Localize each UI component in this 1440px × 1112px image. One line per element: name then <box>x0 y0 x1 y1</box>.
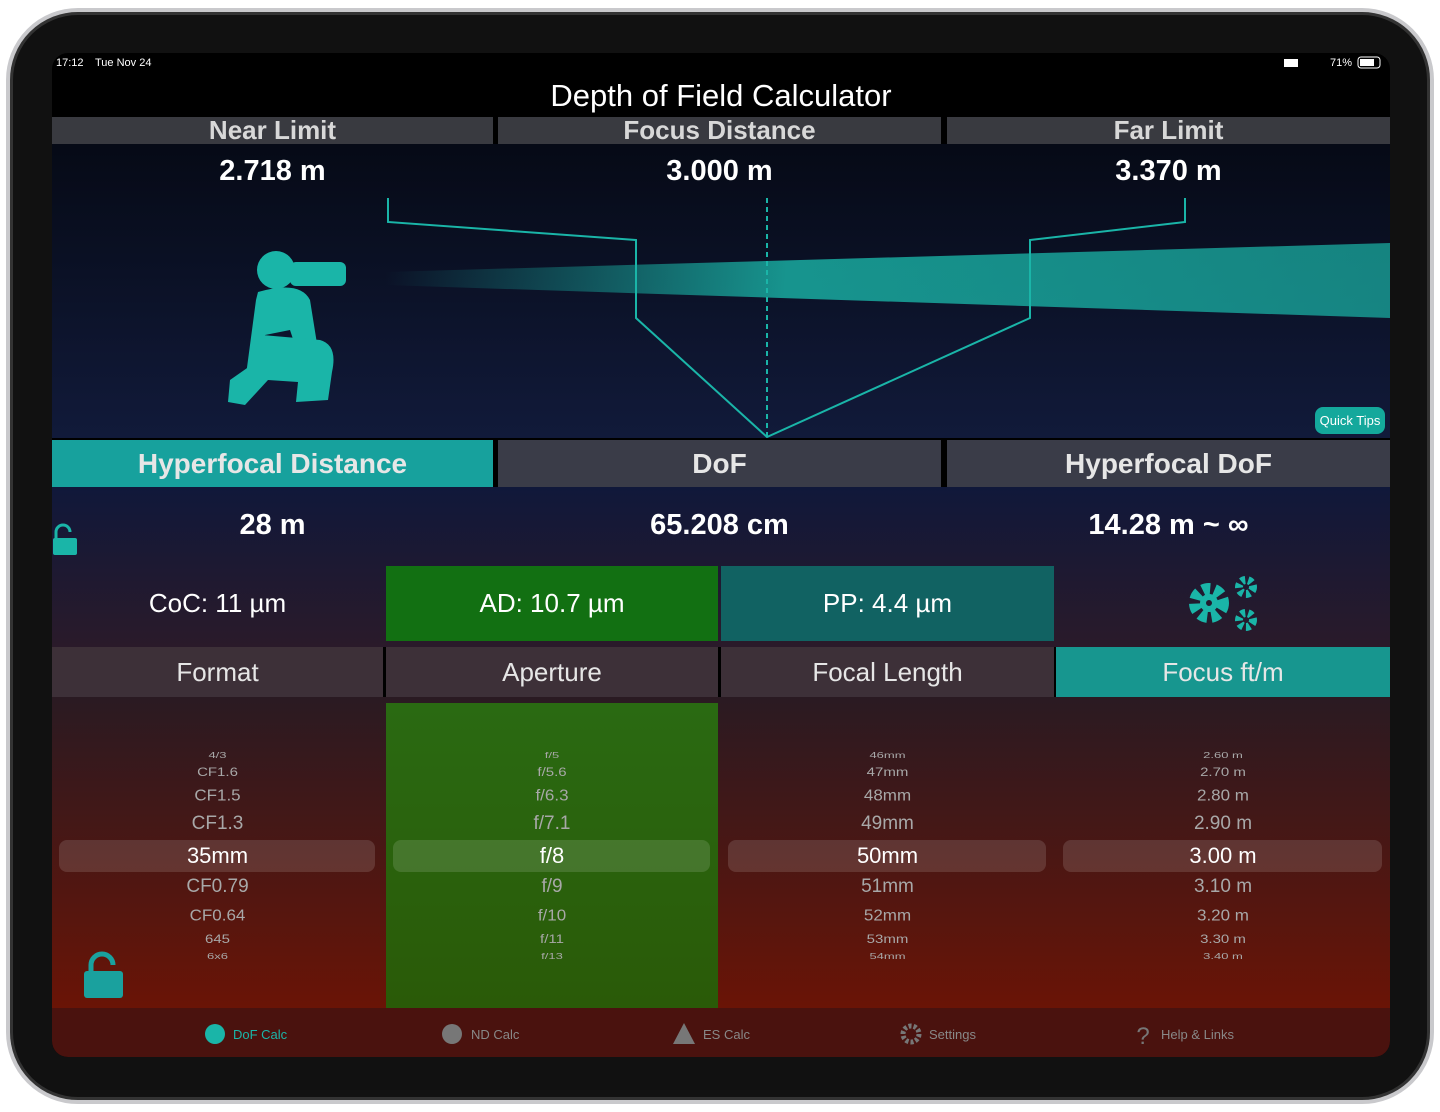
result-value: 14.28 m ~ ∞ <box>1088 508 1249 541</box>
tab-bar-item[interactable]: DoF Calc <box>233 1026 288 1042</box>
signal-icon <box>1284 59 1298 67</box>
photographer-icon <box>228 251 346 405</box>
picker-item[interactable]: f/9 <box>541 876 563 897</box>
result-label[interactable]: DoF <box>498 440 941 487</box>
result-label[interactable]: Hyperfocal Distance <box>52 440 493 487</box>
tab-icon <box>673 1023 695 1044</box>
picker-item[interactable]: f/11 <box>540 932 564 946</box>
result-label[interactable]: Hyperfocal DoF <box>947 440 1390 487</box>
limit-value: 2.718 m <box>219 154 326 187</box>
status-time: 17:12 <box>56 57 84 69</box>
picker-item[interactable]: 53mm <box>866 932 909 946</box>
picker-item[interactable]: 6x6 <box>207 951 228 961</box>
lock-icon-large[interactable] <box>84 951 123 998</box>
picker-item[interactable]: f/8 <box>539 843 565 868</box>
picker-item[interactable]: 46mm <box>869 750 906 760</box>
picker-bg <box>52 697 1390 1008</box>
picker-tab[interactable]: Focal Length <box>721 647 1054 697</box>
tab-bar-item[interactable]: ES Calc <box>703 1026 750 1042</box>
picker-item[interactable]: 54mm <box>869 951 906 961</box>
limit-label: Near Limit <box>52 115 493 145</box>
picker-item[interactable]: CF1.6 <box>197 765 238 779</box>
picker-item[interactable]: CF1.3 <box>191 813 244 834</box>
tab-bar-item[interactable]: ND Calc <box>471 1026 520 1042</box>
tab-bar-item[interactable]: Settings <box>929 1026 976 1042</box>
lock-icon[interactable] <box>53 523 77 555</box>
picker-item[interactable]: CF0.64 <box>189 907 246 925</box>
picker-item[interactable]: f/5.6 <box>537 765 567 779</box>
picker-item[interactable]: f/7.1 <box>533 813 571 834</box>
picker-item[interactable]: 2.80 m <box>1197 787 1249 805</box>
tab-icon <box>205 1024 225 1044</box>
metric[interactable]: PP: 4.4 µm <box>721 566 1054 641</box>
picker-selection <box>728 840 1046 872</box>
focus-beam <box>385 243 1390 318</box>
picker-tab[interactable]: Focus ft/m <box>1056 647 1390 697</box>
picker-item[interactable]: 3.10 m <box>1193 876 1253 897</box>
picker-item[interactable]: CF0.79 <box>186 876 249 897</box>
screen <box>52 53 1390 1057</box>
picker-item[interactable]: 35mm <box>186 843 249 868</box>
app-title: Depth of Field Calculator <box>550 78 892 113</box>
picker-item[interactable]: CF1.5 <box>194 787 241 805</box>
picker-item[interactable]: 2.90 m <box>1193 813 1253 834</box>
picker-item[interactable]: 2.70 m <box>1200 765 1246 779</box>
picker-item[interactable]: 52mm <box>863 907 912 925</box>
picker-item[interactable]: 50mm <box>856 843 919 868</box>
tab-bar-bg <box>52 1008 1390 1057</box>
battery-level <box>1360 59 1374 66</box>
metric[interactable]: AD: 10.7 µm <box>386 566 718 641</box>
limit-value: 3.370 m <box>1115 154 1222 187</box>
status-date: Tue Nov 24 <box>95 57 152 69</box>
picker-selection <box>59 840 375 872</box>
picker-item[interactable]: 3.30 m <box>1200 932 1246 946</box>
status-battery: 71% <box>1330 57 1353 69</box>
tab-icon <box>900 1023 922 1045</box>
result-value: 28 m <box>239 508 306 541</box>
picker-tab[interactable]: Format <box>52 647 383 697</box>
picker-item[interactable]: 3.40 m <box>1203 951 1243 961</box>
picker-item[interactable]: 47mm <box>866 765 909 779</box>
limit-value: 3.000 m <box>666 154 773 187</box>
tab-bar-item[interactable]: Help & Links <box>1161 1026 1234 1042</box>
result-value: 65.208 cm <box>650 508 789 541</box>
settings-gear[interactable] <box>1189 576 1257 631</box>
tab-icon <box>442 1024 462 1044</box>
picker-item[interactable]: f/13 <box>541 951 563 961</box>
aperture-column <box>386 703 718 1008</box>
quick-tips-button[interactable]: Quick Tips <box>1315 407 1385 434</box>
dof-diagram <box>228 198 1390 438</box>
picker-selection <box>393 840 710 872</box>
limit-label: Focus Distance <box>498 115 941 145</box>
picker-item[interactable]: f/10 <box>537 907 567 925</box>
picker-item[interactable]: 3.00 m <box>1189 843 1257 868</box>
picker-item[interactable]: 49mm <box>861 813 914 834</box>
metric: CoC: 11 µm <box>148 588 287 618</box>
picker-item[interactable]: 48mm <box>863 787 912 805</box>
picker-item[interactable]: 2.60 m <box>1203 750 1243 760</box>
picker-tab[interactable]: Aperture <box>386 647 718 697</box>
picker-selection <box>1063 840 1382 872</box>
picker-item[interactable]: 3.20 m <box>1197 907 1249 925</box>
picker-item[interactable]: 4/3 <box>208 750 227 760</box>
picker-item[interactable]: f/6.3 <box>535 787 569 805</box>
limit-label: Far Limit <box>947 115 1390 145</box>
tab-icon: ? <box>1136 1023 1149 1050</box>
picker-item[interactable]: 645 <box>204 932 231 946</box>
picker-item[interactable]: f/5 <box>544 750 560 760</box>
battery-icon <box>1357 56 1381 69</box>
picker-item[interactable]: 51mm <box>861 876 914 897</box>
